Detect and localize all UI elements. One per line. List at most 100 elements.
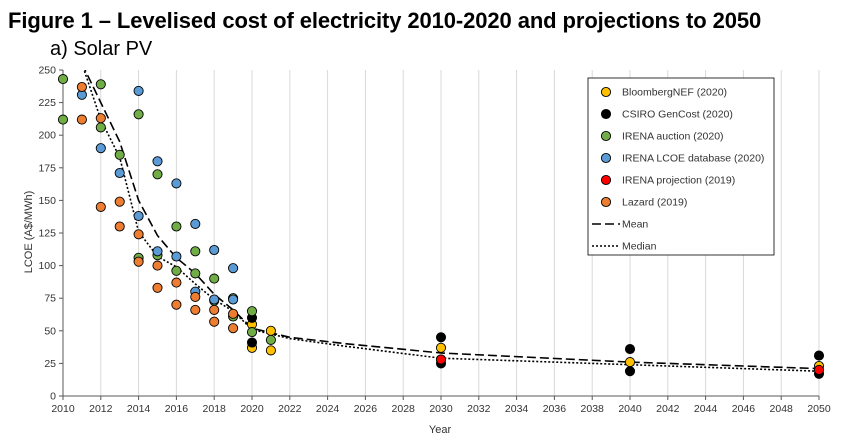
x-tick-label: 2016 <box>165 403 189 415</box>
irena_lcoe-point <box>133 210 144 222</box>
lazard-point <box>133 256 144 267</box>
csiro-point <box>624 344 636 355</box>
irena_auction-point <box>265 334 276 345</box>
lazard-point <box>76 114 87 125</box>
irena_lcoe-point <box>152 246 163 257</box>
lazard-point <box>228 308 239 319</box>
y-tick-label: 25 <box>44 358 56 370</box>
irena_auction-point <box>95 79 106 90</box>
y-tick-label: 225 <box>38 97 56 109</box>
bnef-point <box>435 342 447 353</box>
y-tick-label: 150 <box>38 195 56 207</box>
x-tick-label: 2034 <box>505 403 529 415</box>
x-tick-label: 2012 <box>89 403 113 415</box>
x-tick-label: 2032 <box>467 403 491 415</box>
irena_auction-point <box>171 221 182 232</box>
x-tick-label: 2036 <box>543 403 567 415</box>
csiro-point <box>246 337 258 348</box>
csiro-point <box>435 332 447 343</box>
irena_auction-point <box>152 169 163 180</box>
figure-subtitle: a) Solar PV <box>50 38 153 60</box>
tick-labels: 2010 2012 2014 2016 2018 2020 2022 2024 2026 2028… <box>38 65 830 416</box>
legend-label-lazard: Lazard (2019) <box>622 197 687 209</box>
y-tick-label: 0 <box>50 391 56 403</box>
irena_auction-point <box>190 268 201 279</box>
legend-box <box>587 77 775 256</box>
irena_auction-point <box>246 327 258 338</box>
lazard-point <box>76 81 87 93</box>
irena_auction-point <box>209 273 220 284</box>
x-tick-label: 2014 <box>127 403 151 415</box>
irena_auction-point <box>190 246 201 257</box>
irena_lcoe-point <box>171 251 182 262</box>
x-tick-label: 2028 <box>392 403 416 415</box>
legend-label-irena_projection: IRENA projection (2019) <box>622 175 735 187</box>
y-tick-label: 175 <box>38 162 56 174</box>
y-tick-label: 100 <box>38 260 56 272</box>
irena_lcoe-point <box>114 167 125 179</box>
x-tick-label: 2010 <box>51 403 75 415</box>
x-tick-label: 2030 <box>429 403 453 415</box>
irena_lcoe-point <box>171 178 182 189</box>
y-tick-label: 75 <box>44 293 56 305</box>
irena_lcoe-point <box>228 294 239 305</box>
irena_lcoe-point <box>190 218 201 229</box>
y-tick-label: 125 <box>38 228 56 240</box>
legend-label-mean: Mean <box>622 219 648 231</box>
csiro-point <box>624 366 636 377</box>
irena_lcoe-point <box>209 294 220 305</box>
lazard-point <box>171 277 182 288</box>
irena_auction-point <box>133 109 144 120</box>
legend-marker-irena_auction <box>600 130 612 142</box>
irena_auction-point <box>95 122 106 133</box>
irena_lcoe-point <box>152 156 163 167</box>
lazard-point <box>95 201 106 212</box>
legend-marker-irena_lcoe <box>600 152 612 164</box>
y-tick-label: 50 <box>44 325 56 337</box>
x-tick-label: 2040 <box>618 403 642 415</box>
irena_projection-point <box>435 354 447 365</box>
irena_projection-point <box>813 364 825 375</box>
x-tick-label: 2044 <box>694 403 718 415</box>
legend-marker-irena_projection <box>600 174 612 186</box>
y-tick-label: 250 <box>38 65 56 77</box>
bnef-point <box>624 357 636 368</box>
lazard-point <box>133 229 144 240</box>
irena_lcoe-point <box>228 263 239 274</box>
lazard-point <box>190 291 201 302</box>
lazard-point <box>209 304 220 315</box>
x-tick-label: 2026 <box>354 403 378 415</box>
lazard-point <box>228 323 239 334</box>
irena_lcoe-point <box>133 85 144 96</box>
irena_auction-point <box>171 265 182 276</box>
x-axis-label: Year <box>429 424 452 436</box>
lazard-point <box>171 299 182 310</box>
legend: BloombergNEF (2020) CSIRO GenCost (2020) I… <box>587 77 775 256</box>
lazard-point <box>114 221 125 232</box>
x-tick-label: 2020 <box>240 403 264 415</box>
lazard-point <box>114 196 125 207</box>
irena_auction-point <box>57 74 69 85</box>
x-tick-label: 2022 <box>278 403 302 415</box>
bnef-point <box>265 345 276 356</box>
data-points <box>57 74 825 379</box>
x-tick-label: 2042 <box>656 403 680 415</box>
legend-marker-csiro <box>600 108 612 120</box>
irena_lcoe-point <box>209 244 220 256</box>
csiro-point <box>813 350 825 361</box>
legend-label-bnef: BloombergNEF (2020) <box>622 87 727 99</box>
x-tick-label: 2050 <box>807 403 831 415</box>
legend-label-csiro: CSIRO GenCost (2020) <box>622 109 733 121</box>
lazard-point <box>190 304 201 315</box>
irena_auction-point <box>57 114 69 125</box>
y-axis-label: LCOE (A$/MWh) <box>23 191 35 274</box>
legend-label-median: Median <box>622 241 657 253</box>
lazard-point <box>152 260 163 271</box>
lazard-point <box>95 113 106 124</box>
lazard-point <box>152 282 163 293</box>
x-tick-label: 2046 <box>732 403 756 415</box>
bnef-point <box>265 325 276 336</box>
y-tick-label: 200 <box>38 130 56 142</box>
legend-marker-bnef <box>600 86 612 98</box>
